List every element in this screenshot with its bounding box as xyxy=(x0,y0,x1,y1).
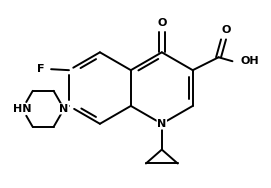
Text: OH: OH xyxy=(240,56,259,66)
Text: F: F xyxy=(37,64,44,74)
Text: HN: HN xyxy=(13,104,31,114)
Text: N: N xyxy=(59,104,69,114)
Text: N: N xyxy=(157,119,166,129)
Text: O: O xyxy=(222,25,231,35)
Text: O: O xyxy=(157,18,166,29)
